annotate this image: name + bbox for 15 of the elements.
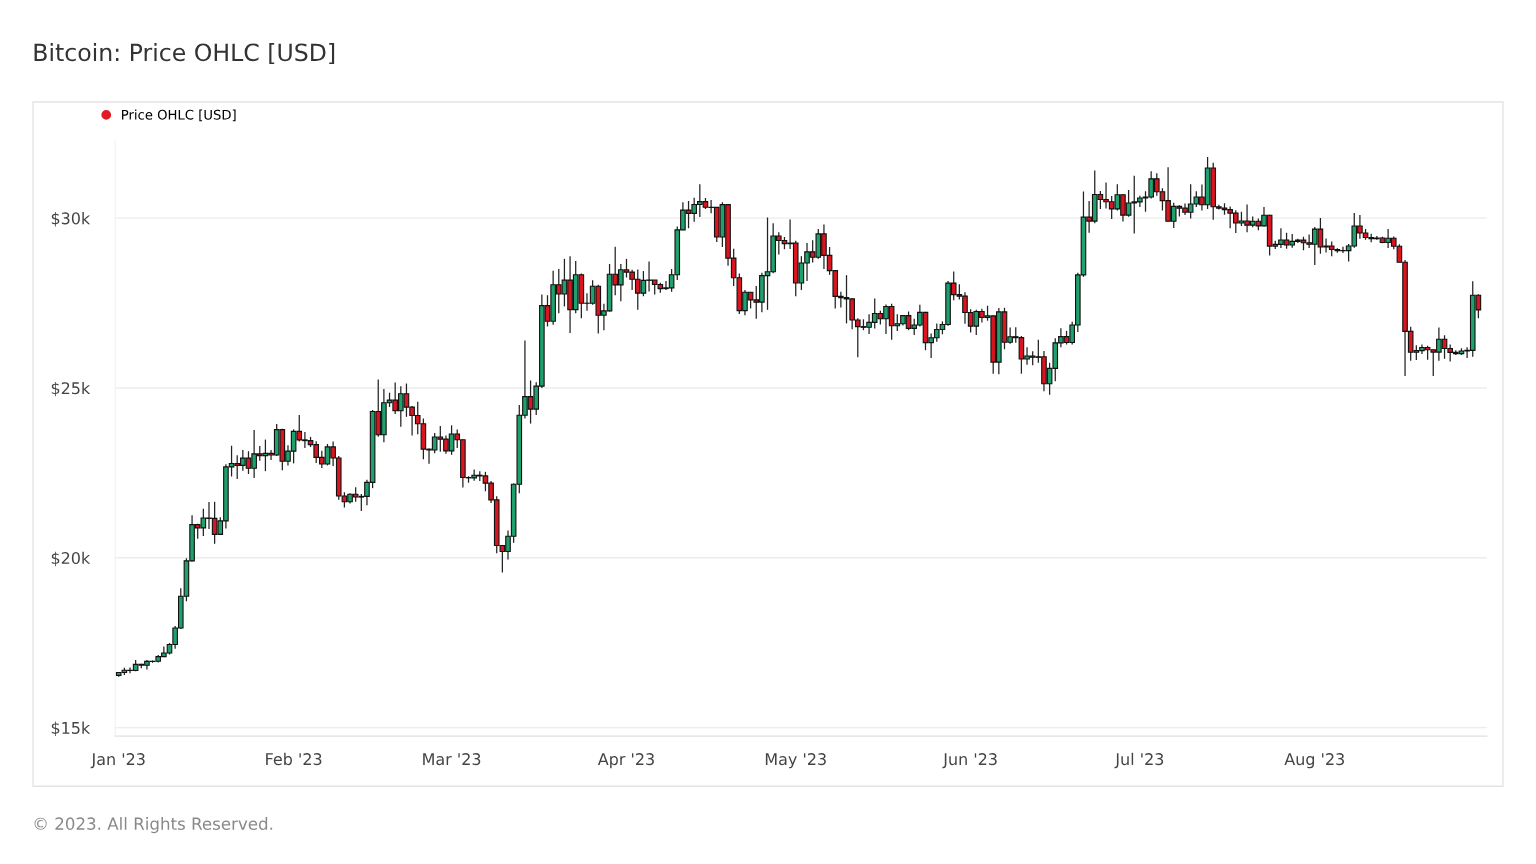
y-tick-label: $25k	[51, 381, 91, 397]
y-tick-label: $15k	[51, 721, 91, 737]
legend-label: Price OHLC [USD]	[122, 109, 236, 122]
x-tick-label: Jan '23	[90, 753, 145, 769]
x-tick-label: Apr '23	[597, 753, 654, 769]
x-tick-label: May '23	[765, 753, 826, 769]
x-tick-label: Jul '23	[1114, 752, 1164, 769]
chart-title: Bitcoin: Price OHLC [USD]	[34, 43, 335, 65]
y-tick-label: $20k	[51, 551, 91, 567]
x-tick-label: Aug '23	[1284, 753, 1344, 769]
x-tick-label: Jun '23	[942, 753, 997, 769]
x-tick-label: Mar '23	[423, 753, 481, 766]
text: © 2023. All Rights Reserved.	[34, 817, 273, 834]
y-tick-label: $30k	[51, 212, 91, 227]
x-tick-label: Feb '23	[266, 752, 322, 766]
